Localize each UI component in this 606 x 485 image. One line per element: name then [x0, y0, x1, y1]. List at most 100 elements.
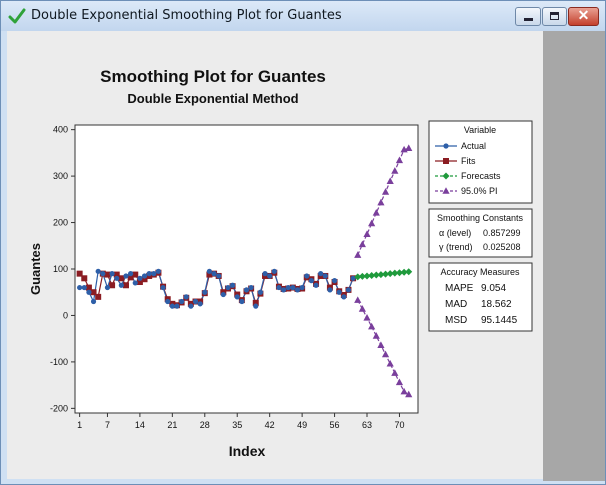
fits-point	[109, 282, 116, 289]
actual-point	[183, 294, 189, 300]
accuracy-measures-panel: Accuracy Measures MAPE 9.054 MAD 18.562 …	[428, 262, 533, 332]
actual-point	[267, 273, 273, 279]
x-tick-label: 42	[265, 420, 275, 430]
actual-point	[146, 271, 152, 277]
forecast-point	[354, 273, 362, 281]
smoothing-plot-chart: Smoothing Plot for Guantes Double Expone…	[28, 67, 533, 459]
actual-point	[118, 282, 124, 288]
fits-point	[127, 274, 134, 281]
actual-point	[234, 294, 240, 300]
forecast-point	[372, 271, 380, 279]
actual-point	[197, 301, 203, 307]
y-tick-label: 200	[53, 218, 68, 228]
fits-point	[85, 284, 92, 291]
pi-lower-point	[358, 305, 366, 312]
pi-upper-point	[386, 177, 394, 185]
fits-point	[132, 271, 139, 278]
actual-point	[192, 298, 199, 305]
actual-point	[202, 289, 208, 295]
actual-point	[90, 298, 97, 305]
pi-lower-point	[363, 313, 371, 321]
fits-point	[141, 276, 148, 283]
smoothing-constants-title: Smoothing Constants	[437, 213, 524, 223]
maximize-icon	[550, 12, 559, 20]
actual-point	[313, 282, 319, 288]
forecast-point	[377, 271, 385, 279]
pi-upper-point	[372, 208, 380, 216]
y-axis-label: Guantes	[28, 243, 43, 295]
x-tick-label: 28	[200, 420, 210, 430]
pi-lower-point	[377, 341, 385, 348]
actual-point	[331, 278, 338, 284]
forecast-point	[391, 269, 399, 277]
pi-upper-point	[405, 144, 413, 152]
pi-lower-point	[368, 322, 376, 330]
forecast-point	[395, 269, 403, 277]
minimize-button[interactable]	[515, 7, 541, 26]
x-tick-label: 35	[232, 420, 242, 430]
actual-point	[341, 294, 347, 300]
actual-point	[216, 273, 222, 279]
x-tick-label: 14	[135, 420, 145, 430]
fits-point	[122, 282, 129, 289]
actual-point	[239, 298, 245, 305]
forecast-point	[405, 268, 413, 276]
msd-value: 95.1445	[481, 315, 518, 326]
window-title: Double Exponential Smoothing Plot for Gu…	[31, 8, 342, 23]
close-button[interactable]: ✕	[568, 7, 599, 26]
fits-point	[113, 271, 120, 278]
gamma-label: γ (trend)	[439, 242, 473, 252]
checkmark-graph-icon	[8, 8, 26, 24]
actual-point	[211, 271, 217, 277]
pi-upper-point	[395, 156, 404, 164]
actual-point	[132, 280, 138, 286]
actual-point	[220, 291, 226, 298]
x-tick-label: 63	[362, 420, 372, 430]
actual-point	[81, 284, 87, 291]
fits-point	[95, 293, 102, 300]
actual-point	[169, 303, 175, 309]
x-axis-label: Index	[229, 443, 266, 459]
alpha-value: 0.857299	[483, 228, 521, 238]
pi-upper-point	[354, 251, 362, 258]
x-tick-label: 70	[394, 420, 404, 430]
actual-point	[114, 275, 120, 281]
fits-point	[118, 275, 125, 282]
legend-marker	[443, 158, 449, 164]
forecast-point	[358, 272, 366, 280]
actual-point	[137, 275, 143, 281]
y-tick-label: 0	[63, 310, 68, 320]
actual-point	[345, 287, 352, 293]
fits-point	[90, 289, 97, 296]
actual-point	[95, 268, 101, 274]
forecast-point	[368, 272, 376, 280]
actual-point	[285, 284, 291, 291]
actual-point	[141, 273, 148, 279]
actual-point	[262, 271, 268, 277]
actual-point	[100, 271, 106, 277]
axes: -200 -100 0 100 200 300 400 1 7 14 21 28 35 42 49 56 63 7…	[50, 125, 404, 430]
msd-label: MSD	[445, 315, 467, 326]
chart-subtitle: Double Exponential Method	[127, 91, 298, 106]
forecast-point	[386, 270, 394, 278]
actual-point	[257, 289, 264, 295]
actual-point	[327, 287, 333, 293]
fits-point	[206, 271, 213, 278]
actual-point	[299, 284, 305, 291]
legend-marker	[443, 143, 449, 149]
maximize-button[interactable]	[542, 7, 567, 26]
pi-lower-point	[381, 350, 390, 358]
fits-point	[104, 271, 111, 278]
pi-upper-point	[381, 188, 390, 195]
actual-point	[128, 271, 134, 277]
mape-value: 9.054	[481, 283, 506, 294]
y-tick-label: -100	[50, 357, 68, 367]
title-bar[interactable]: Double Exponential Smoothing Plot for Gu…	[1, 1, 605, 31]
forecast-point	[400, 268, 408, 276]
actual-point	[123, 273, 129, 279]
actual-point	[155, 268, 162, 274]
legend-label: Fits	[461, 156, 476, 166]
actual-point	[160, 284, 166, 291]
data-marks	[76, 144, 413, 398]
pi-lower-point	[372, 332, 380, 339]
